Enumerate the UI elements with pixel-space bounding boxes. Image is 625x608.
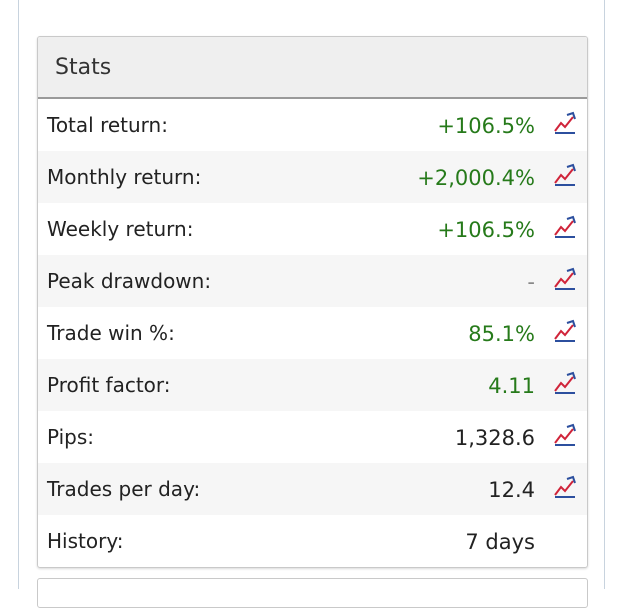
stat-row: Pips: 1,328.6 bbox=[38, 411, 587, 463]
chart-icon[interactable] bbox=[553, 111, 577, 135]
stats-table: Total return: +106.5% Monthly return: +2,00… bbox=[38, 99, 587, 567]
stat-row: Total return: +106.5% bbox=[38, 99, 587, 151]
panel-header: Stats bbox=[38, 37, 587, 99]
stat-row: Profit factor: 4.11 bbox=[38, 359, 587, 411]
page-frame bbox=[18, 0, 605, 589]
stat-value: +106.5% bbox=[437, 114, 535, 138]
chart-icon-graphic bbox=[554, 267, 576, 290]
stat-value: 12.4 bbox=[488, 478, 535, 502]
stat-value: 7 days bbox=[465, 530, 535, 554]
stat-value: +2,000.4% bbox=[417, 166, 535, 190]
stats-panel: Stats Total return: +106.5% Monthly return… bbox=[37, 36, 588, 568]
chart-icon[interactable] bbox=[553, 319, 577, 343]
chart-icon[interactable] bbox=[553, 215, 577, 239]
chart-icon[interactable] bbox=[553, 423, 577, 447]
chart-icon-graphic bbox=[554, 215, 576, 238]
chart-icon-graphic bbox=[554, 319, 576, 342]
stat-row: Peak drawdown: - bbox=[38, 255, 587, 307]
stat-label: Trades per day: bbox=[47, 477, 201, 501]
stat-label: Monthly return: bbox=[47, 165, 202, 189]
stat-value: +106.5% bbox=[437, 218, 535, 242]
stat-row: Trades per day: 12.4 bbox=[38, 463, 587, 515]
panel-title: Stats bbox=[55, 55, 112, 80]
stat-value: 4.11 bbox=[488, 374, 535, 398]
stat-value: 1,328.6 bbox=[454, 426, 535, 450]
next-panel bbox=[37, 578, 588, 608]
chart-icon-graphic bbox=[554, 163, 576, 186]
chart-icon[interactable] bbox=[553, 267, 577, 291]
stat-row: Monthly return: +2,000.4% bbox=[38, 151, 587, 203]
stat-label: History: bbox=[47, 529, 124, 553]
stat-label: Weekly return: bbox=[47, 217, 194, 241]
chart-icon[interactable] bbox=[553, 163, 577, 187]
stat-label: Profit factor: bbox=[47, 373, 171, 397]
stat-row: Trade win %: 85.1% bbox=[38, 307, 587, 359]
chart-icon-graphic bbox=[554, 423, 576, 446]
stat-value: 85.1% bbox=[468, 322, 535, 346]
chart-icon-graphic bbox=[554, 111, 576, 134]
stat-label: Total return: bbox=[47, 113, 168, 137]
stat-label: Pips: bbox=[47, 425, 95, 449]
stat-row: Weekly return: +106.5% bbox=[38, 203, 587, 255]
stat-value: - bbox=[527, 270, 535, 294]
stat-label: Trade win %: bbox=[47, 321, 175, 345]
page: Stats Total return: +106.5% Monthly return… bbox=[18, 0, 605, 608]
chart-icon[interactable] bbox=[553, 475, 577, 499]
chart-icon[interactable] bbox=[553, 371, 577, 395]
chart-icon-graphic bbox=[554, 371, 576, 394]
stat-row: History: 7 days bbox=[38, 515, 587, 567]
chart-icon-graphic bbox=[554, 475, 576, 498]
stat-label: Peak drawdown: bbox=[47, 269, 212, 293]
